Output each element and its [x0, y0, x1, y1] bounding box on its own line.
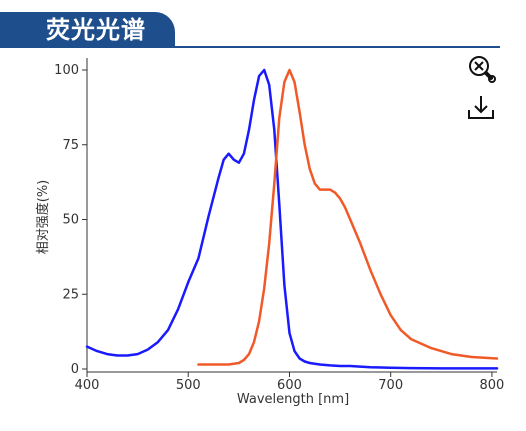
download-icon [468, 96, 494, 119]
series-line-0 [85, 68, 499, 370]
series-line-1 [197, 68, 499, 366]
header-tab [0, 12, 175, 47]
x-tick-label: 400 [75, 378, 100, 393]
x-axis-title: Wavelength [nm] [237, 392, 349, 407]
y-ticks: 0 25 50 75 100 [54, 63, 87, 377]
y-axis-title: 相对强度(%) [35, 180, 51, 255]
zoom-reset-icon [469, 56, 496, 83]
header-divider [0, 46, 500, 48]
x-tick-label: 500 [176, 378, 201, 393]
series-layer [85, 68, 499, 370]
x-ticks: 400 500 600 700 800 [75, 372, 505, 393]
axes [86, 58, 497, 373]
y-tick-label: 100 [54, 63, 79, 78]
x-tick-label: 600 [277, 378, 302, 393]
download-button[interactable] [465, 92, 499, 126]
panel-header: 荧光光谱 [0, 0, 526, 50]
zoom-reset-button[interactable] [465, 52, 499, 86]
x-tick-label: 800 [480, 378, 505, 393]
y-tick-label: 75 [62, 138, 79, 153]
y-tick-label: 25 [62, 287, 79, 302]
y-tick-label: 0 [71, 362, 79, 377]
panel-title: 荧光光谱 [46, 16, 146, 44]
x-tick-label: 700 [378, 378, 403, 393]
y-tick-label: 50 [62, 213, 79, 228]
